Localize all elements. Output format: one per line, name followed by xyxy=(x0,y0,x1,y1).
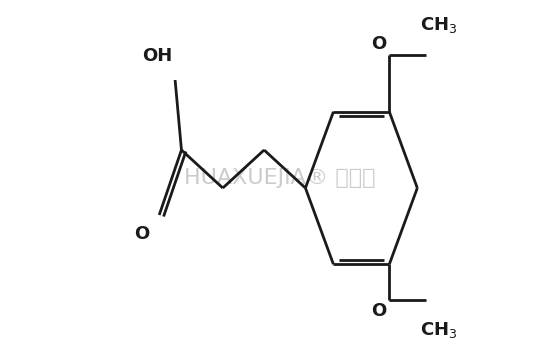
Text: O: O xyxy=(371,302,387,320)
Text: O: O xyxy=(134,225,150,243)
Text: OH: OH xyxy=(142,47,172,65)
Text: HUAXUEJIA® 化学加: HUAXUEJIA® 化学加 xyxy=(184,168,376,188)
Text: CH$_3$: CH$_3$ xyxy=(420,15,458,35)
Text: O: O xyxy=(371,35,387,53)
Text: CH$_3$: CH$_3$ xyxy=(420,320,458,340)
